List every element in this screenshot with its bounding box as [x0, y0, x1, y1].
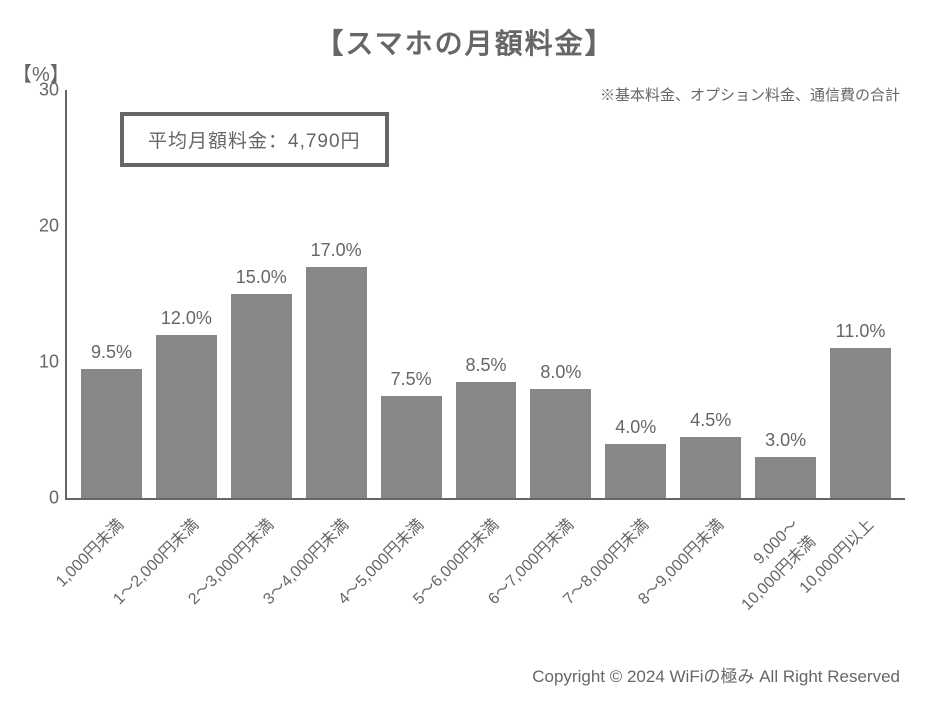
bar [306, 267, 367, 498]
bar-value-label: 9.5% [91, 342, 132, 363]
bar-slot: 12.0%1～2,000円未満 [156, 90, 217, 498]
bar-value-label: 4.0% [615, 417, 656, 438]
chart-title: 【スマホの月額料金】 [315, 22, 614, 62]
bar-value-label: 8.0% [540, 362, 581, 383]
y-tick-label: 30 [39, 80, 59, 101]
bar-slot: 4.0%7～8,000円未満 [605, 90, 666, 498]
bar-slot: 7.5%4～5,000円未満 [381, 90, 442, 498]
bar-slot: 3.0%9,000～10,000円未満 [755, 90, 816, 498]
bar-value-label: 17.0% [311, 240, 362, 261]
bar-value-label: 15.0% [236, 267, 287, 288]
bar-slot: 8.0%6～7,000円未満 [530, 90, 591, 498]
y-tick-label: 0 [49, 488, 59, 509]
bar-slot: 15.0%2～3,000円未満 [231, 90, 292, 498]
bar-value-label: 7.5% [391, 369, 432, 390]
bar-value-label: 3.0% [765, 430, 806, 451]
bar-slot: 11.0%10,000円以上 [830, 90, 891, 498]
bar [156, 335, 217, 498]
bar [830, 348, 891, 498]
bar-value-label: 4.5% [690, 410, 731, 431]
bar-value-label: 12.0% [161, 308, 212, 329]
bar [605, 444, 666, 498]
bar [381, 396, 442, 498]
bar-slot: 9.5%1,000円未満 [81, 90, 142, 498]
bar-slot: 17.0%3～4,000円未満 [306, 90, 367, 498]
bar [755, 457, 816, 498]
bar-value-label: 11.0% [836, 321, 886, 342]
bar [231, 294, 292, 498]
bar-slot: 4.5%8～9,000円未満 [680, 90, 741, 498]
bars-container: 9.5%1,000円未満12.0%1～2,000円未満15.0%2～3,000円… [67, 90, 905, 498]
bar [530, 389, 591, 498]
copyright-text: Copyright © 2024 WiFiの極み All Right Reser… [532, 662, 900, 687]
x-tick-label: 9,000～10,000円未満 [717, 512, 819, 614]
chart-plot-area: 0102030 9.5%1,000円未満12.0%1～2,000円未満15.0%… [65, 90, 905, 500]
bar-slot: 8.5%5～6,000円未満 [456, 90, 517, 498]
bar [81, 369, 142, 498]
y-tick-label: 10 [39, 352, 59, 373]
y-tick-label: 20 [39, 216, 59, 237]
x-tick-label: 1,000円未満 [49, 512, 128, 591]
bar [680, 437, 741, 498]
bar [456, 382, 517, 498]
bar-value-label: 8.5% [465, 355, 506, 376]
